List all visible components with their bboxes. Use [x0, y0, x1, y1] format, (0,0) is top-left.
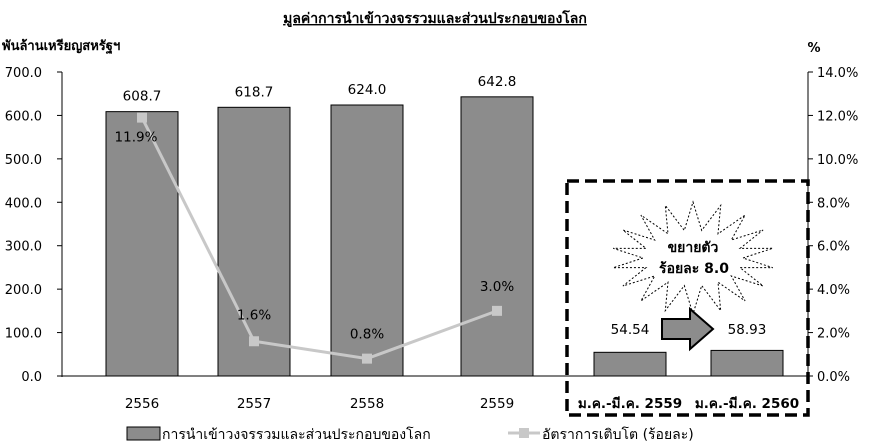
chart-title: มูลค่าการนำเข้าวงจรรวมและส่วนประกอบของโล…: [283, 9, 587, 27]
x-category-label: ม.ค.-มี.ค. 2560: [695, 396, 799, 412]
y-tick-label: 0.0: [21, 370, 42, 385]
legend-line-label: อัตราการเติบโต (ร้อยละ): [542, 426, 694, 443]
y-tick-label: 700.0: [5, 66, 42, 81]
bar: [593, 351, 667, 377]
growth-point: [492, 305, 502, 316]
x-category-label: 2557: [237, 396, 271, 412]
bar: [330, 104, 404, 377]
bar: [217, 106, 291, 377]
x-axis-category-labels: 2556 2557 2558 2559 ม.ค.-มี.ค. 2559 ม.ค.-มี.ค…: [125, 396, 799, 412]
y2-tick-label: 10.0%: [817, 153, 858, 168]
bar-value-label: 54.54: [611, 322, 650, 338]
legend: การนำเข้าวงจรรวมและส่วนประกอบของโลก อัตร…: [126, 426, 694, 443]
growth-value-label: 1.6%: [237, 307, 271, 323]
y2-tick-label: 2.0%: [817, 327, 850, 342]
legend-bar-label: การนำเข้าวงจรรวมและส่วนประกอบของโลก: [162, 426, 431, 443]
x-category-label: 2559: [480, 396, 514, 412]
y-tick-label: 100.0: [5, 327, 42, 342]
x-category-label: ม.ค.-มี.ค. 2559: [578, 396, 682, 412]
y2-tick-label: 4.0%: [817, 283, 850, 298]
bar: [460, 96, 534, 377]
y-tick-label: 400.0: [5, 196, 42, 211]
y-tick-label: 500.0: [5, 153, 42, 168]
legend-bar-swatch: [126, 426, 161, 441]
growth-point: [137, 112, 147, 123]
y2-axis-title: %: [807, 41, 820, 56]
y2-tick-label: 12.0%: [817, 109, 858, 124]
growth-line-series: [137, 112, 502, 364]
growth-value-label: 0.8%: [350, 327, 384, 343]
y2-axis-ticks: 0.0% 2.0% 4.0% 6.0% 8.0% 10.0% 12.0% 14.0%: [808, 66, 858, 385]
bar-value-label: 624.0: [348, 82, 387, 98]
growth-line: [140, 116, 498, 361]
bar-series: [105, 96, 784, 377]
growth-point: [249, 336, 259, 347]
callout-line-1: ขยายตัว: [668, 240, 719, 256]
x-category-label: 2558: [350, 396, 384, 412]
bar-value-label: 642.8: [478, 74, 517, 90]
growth-data-labels: 11.9% 1.6% 0.8% 3.0%: [115, 130, 515, 343]
y2-tick-label: 6.0%: [817, 240, 850, 255]
callout-line-2: ร้อยละ 8.0: [659, 261, 729, 277]
y-tick-label: 200.0: [5, 283, 42, 298]
growth-value-label: 3.0%: [480, 279, 514, 295]
y-axis-title: พันล้านเหรียญสหรัฐฯ: [2, 38, 120, 55]
growth-arrow-icon: [661, 306, 715, 352]
starburst-callout: [613, 200, 773, 316]
bar-data-labels: 608.7 618.7 624.0 642.8 54.54 58.93: [123, 74, 767, 338]
growth-value-label: 11.9%: [115, 130, 158, 146]
highlight-box: [565, 179, 810, 417]
y2-tick-label: 0.0%: [817, 370, 850, 385]
bar-value-label: 618.7: [235, 84, 274, 100]
growth-point: [362, 353, 372, 364]
y-axis-ticks: 0.0 100.0 200.0 300.0 400.0 500.0 600.0 700.0: [5, 66, 62, 385]
y2-tick-label: 8.0%: [817, 196, 850, 211]
bar: [710, 349, 784, 377]
bar-value-label: 608.7: [123, 89, 162, 105]
x-category-label: 2556: [125, 396, 159, 412]
bar-value-label: 58.93: [728, 322, 767, 338]
y-tick-label: 600.0: [5, 109, 42, 124]
bar: [105, 111, 179, 377]
legend-line-marker: [519, 428, 529, 438]
y-tick-label: 300.0: [5, 240, 42, 255]
y2-tick-label: 14.0%: [817, 66, 858, 81]
